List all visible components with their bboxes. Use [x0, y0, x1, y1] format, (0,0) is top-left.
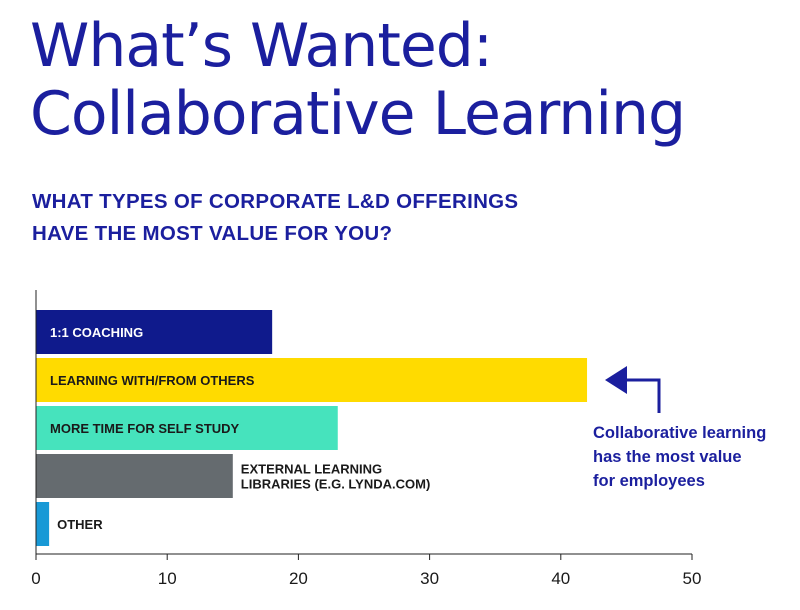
- x-tick-label-50: 50: [683, 569, 702, 588]
- x-tick-label-20: 20: [289, 569, 308, 588]
- bar-label-1: LEARNING WITH/FROM OTHERS: [50, 373, 255, 388]
- bar-4: [36, 502, 50, 546]
- bar-2: [36, 406, 338, 450]
- title-line-1: What’s Wanted:: [30, 11, 493, 81]
- bar-0: [36, 310, 273, 354]
- bar-label-3-line-1: LIBRARIES (E.G. LYNDA.COM): [241, 477, 430, 492]
- callout-line-1: Collaborative learning: [593, 424, 767, 442]
- x-tick-label-10: 10: [158, 569, 177, 588]
- question-line-1: WHAT TYPES OF CORPORATE L&D OFFERINGS: [32, 190, 519, 213]
- question-line-2: HAVE THE MOST VALUE FOR YOU?: [32, 222, 393, 245]
- bar-label-0: 1:1 COACHING: [50, 325, 143, 340]
- x-tick-label-30: 30: [420, 569, 439, 588]
- bar-label-3-line-0: EXTERNAL LEARNING: [241, 462, 382, 477]
- title-line-2: Collaborative Learning: [30, 79, 686, 149]
- callout-line-2: has the most value: [593, 448, 742, 466]
- x-tick-label-0: 0: [31, 569, 40, 588]
- callout-arrow-shaft: [625, 378, 661, 413]
- bar-3: [36, 454, 233, 498]
- bar-label-2: MORE TIME FOR SELF STUDY: [50, 421, 240, 436]
- callout-text: Collaborative learning has the most valu…: [593, 421, 766, 493]
- bar-label-4: OTHER: [57, 517, 103, 532]
- callout-arrow-head-icon: [605, 366, 627, 394]
- bar-1: [36, 358, 588, 402]
- chart-question: WHAT TYPES OF CORPORATE L&D OFFERINGS HA…: [32, 186, 518, 250]
- callout-line-3: for employees: [593, 472, 705, 490]
- x-tick-label-40: 40: [551, 569, 570, 588]
- page-title: What’s Wanted: Collaborative Learning: [30, 11, 686, 149]
